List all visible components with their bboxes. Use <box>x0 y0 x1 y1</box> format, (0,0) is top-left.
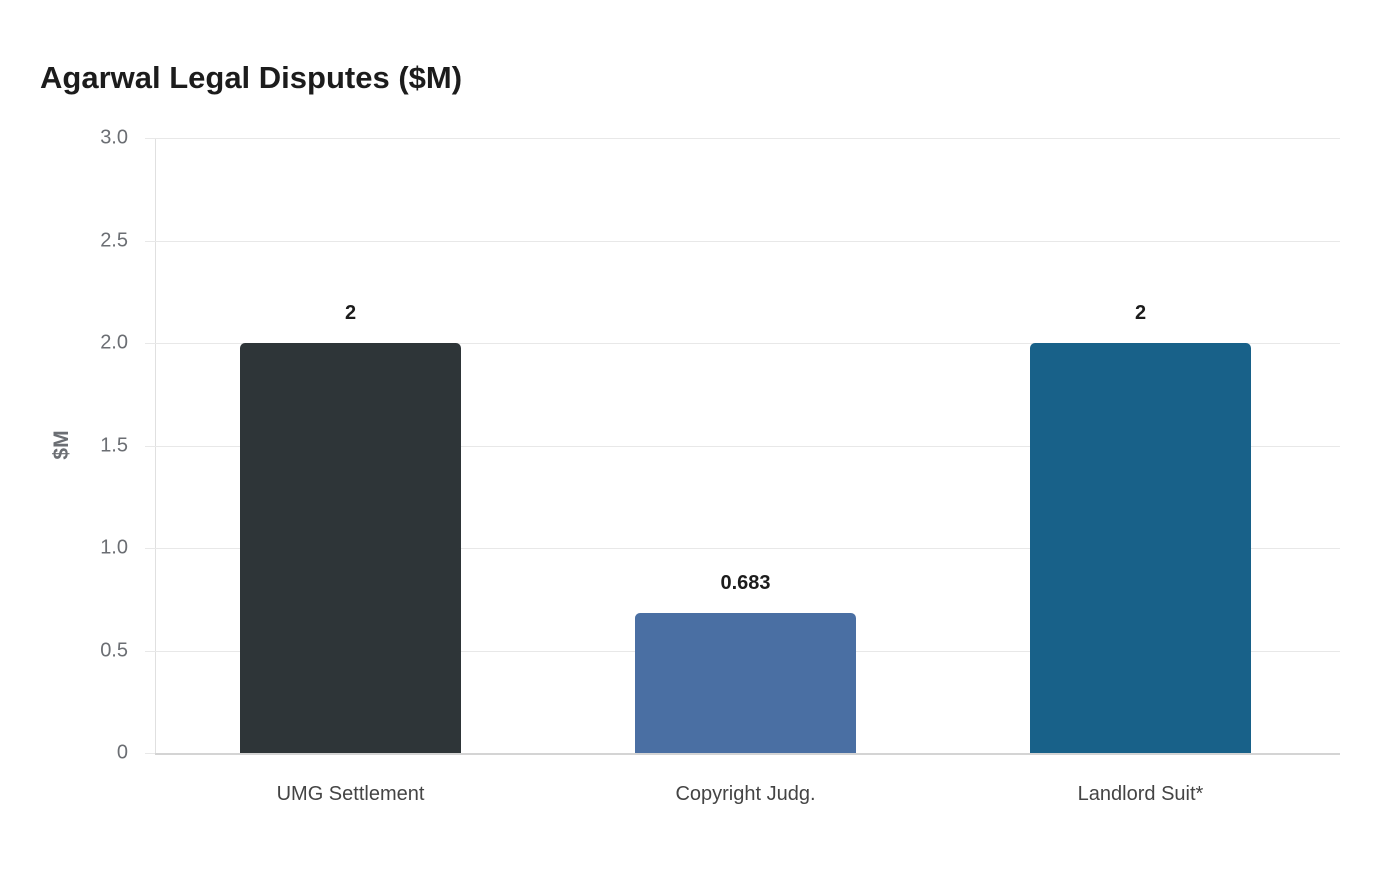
y-tick-label: 3.0 <box>100 126 128 149</box>
bar[interactable] <box>240 343 461 753</box>
y-tick-label: 0 <box>116 741 128 764</box>
gridline <box>155 445 1340 447</box>
y-tick-label: 1.0 <box>100 536 128 559</box>
plot-area: 2 0.683 2 <box>145 138 1340 755</box>
y-tick-label: 0.5 <box>100 639 128 661</box>
gridline <box>155 138 1340 139</box>
bar[interactable] <box>635 612 856 753</box>
x-tick-label: UMG Settlement <box>276 783 425 805</box>
gridline <box>155 548 1340 549</box>
y-tick-mark <box>145 548 155 549</box>
x-tick-label: Landlord Suit* <box>1077 783 1204 805</box>
y-axis-label: $M <box>50 430 73 460</box>
chart-title: Agarwal Legal Disputes ($M) <box>40 60 463 95</box>
bar-value-label: 2 <box>1134 302 1147 324</box>
gridline <box>155 240 1340 242</box>
y-tick-label: 2.5 <box>100 229 128 251</box>
bar[interactable] <box>1030 343 1251 753</box>
y-tick-mark <box>145 240 155 242</box>
y-tick-label: 2.0 <box>100 331 128 354</box>
gridline <box>155 343 1340 344</box>
y-tick-mark <box>145 138 155 139</box>
y-tick-mark <box>145 445 155 447</box>
y-tick-mark <box>145 753 155 754</box>
x-axis-line <box>155 753 1340 755</box>
y-tick-mark <box>145 650 155 652</box>
bar-value-label: 0.683 <box>720 571 771 594</box>
y-tick-label: 1.5 <box>100 434 128 456</box>
x-tick-label: Copyright Judg. <box>675 783 816 805</box>
bar-value-label: 2 <box>344 302 357 324</box>
y-tick-mark <box>145 343 155 344</box>
